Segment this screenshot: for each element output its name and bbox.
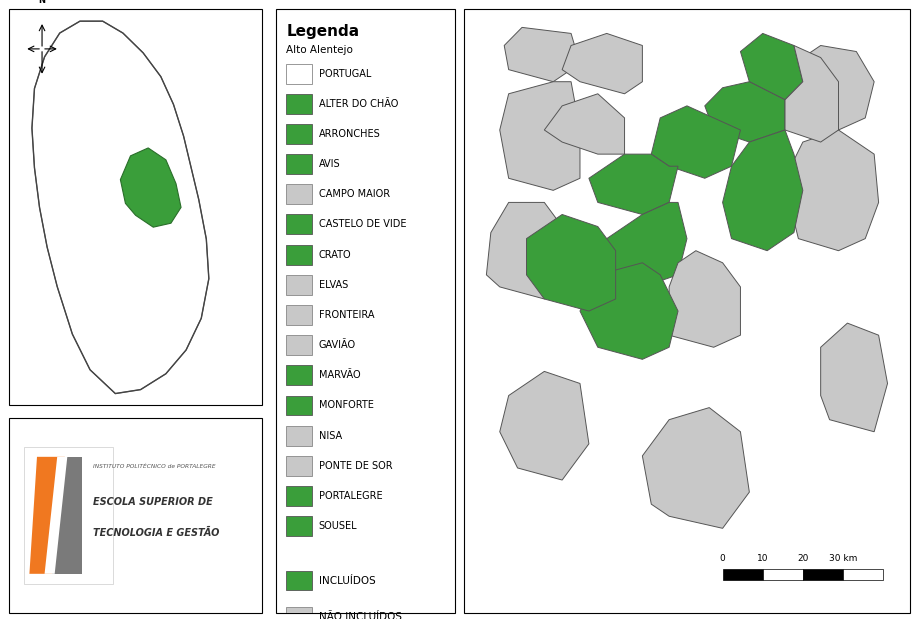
- Text: N: N: [39, 0, 46, 6]
- Text: PONTE DE SOR: PONTE DE SOR: [319, 461, 392, 471]
- Text: Legenda: Legenda: [287, 24, 359, 40]
- Bar: [287, 64, 312, 84]
- Polygon shape: [527, 214, 616, 311]
- Bar: [287, 426, 312, 446]
- Text: ESCOLA SUPERIOR DE: ESCOLA SUPERIOR DE: [93, 496, 212, 507]
- Text: 20: 20: [797, 554, 809, 563]
- Polygon shape: [669, 251, 741, 347]
- Text: CASTELO DE VIDE: CASTELO DE VIDE: [319, 220, 406, 230]
- Text: ALTER DO CHÃO: ALTER DO CHÃO: [319, 99, 398, 109]
- Text: ARRONCHES: ARRONCHES: [319, 129, 380, 139]
- Polygon shape: [505, 27, 580, 82]
- Polygon shape: [705, 82, 785, 142]
- Bar: [287, 93, 312, 114]
- Polygon shape: [589, 154, 678, 214]
- Text: CRATO: CRATO: [319, 249, 351, 259]
- Text: INCLUÍDOS: INCLUÍDOS: [319, 576, 376, 586]
- Text: CAMPO MAIOR: CAMPO MAIOR: [319, 189, 390, 199]
- Text: NÃO INCLUÍDOS: NÃO INCLUÍDOS: [319, 612, 402, 619]
- Polygon shape: [544, 93, 625, 154]
- Polygon shape: [120, 148, 181, 227]
- Polygon shape: [45, 457, 67, 574]
- Text: Alto Alentejo: Alto Alentejo: [287, 45, 353, 56]
- Bar: [287, 184, 312, 204]
- Text: 10: 10: [757, 554, 768, 563]
- Text: AVIS: AVIS: [319, 159, 340, 169]
- Bar: [287, 214, 312, 235]
- Polygon shape: [642, 407, 749, 528]
- Bar: [287, 456, 312, 476]
- Polygon shape: [32, 21, 209, 394]
- Bar: [722, 569, 763, 579]
- Polygon shape: [29, 457, 64, 574]
- Bar: [287, 607, 312, 619]
- Polygon shape: [486, 202, 562, 299]
- Bar: [287, 516, 312, 536]
- Polygon shape: [741, 33, 803, 100]
- Text: 30 km: 30 km: [829, 554, 857, 563]
- Bar: [287, 275, 312, 295]
- Bar: [287, 154, 312, 174]
- Bar: [287, 335, 312, 355]
- Text: FRONTEIRA: FRONTEIRA: [319, 310, 374, 320]
- Text: PORTALEGRE: PORTALEGRE: [319, 491, 382, 501]
- Polygon shape: [821, 323, 888, 432]
- Polygon shape: [722, 130, 803, 251]
- Bar: [803, 569, 843, 579]
- Polygon shape: [500, 82, 580, 191]
- Bar: [287, 124, 312, 144]
- Bar: [287, 571, 312, 591]
- Bar: [287, 245, 312, 264]
- Bar: [25, 447, 113, 584]
- Text: NISA: NISA: [319, 431, 342, 441]
- Text: 0: 0: [720, 554, 725, 563]
- Text: PORTUGAL: PORTUGAL: [319, 69, 371, 79]
- Text: MARVÃO: MARVÃO: [319, 370, 360, 380]
- Polygon shape: [562, 33, 642, 93]
- Bar: [763, 569, 803, 579]
- Polygon shape: [52, 457, 83, 574]
- Polygon shape: [580, 262, 678, 359]
- Text: GAVIÃO: GAVIÃO: [319, 340, 356, 350]
- Bar: [287, 396, 312, 415]
- Polygon shape: [500, 371, 589, 480]
- Polygon shape: [785, 130, 879, 251]
- Polygon shape: [785, 45, 838, 142]
- Bar: [287, 486, 312, 506]
- Text: INSTITUTO POLITÉCNICO de PORTALEGRE: INSTITUTO POLITÉCNICO de PORTALEGRE: [93, 464, 215, 469]
- Polygon shape: [597, 202, 687, 287]
- Bar: [287, 305, 312, 325]
- Text: MONFORTE: MONFORTE: [319, 400, 374, 410]
- Polygon shape: [652, 106, 741, 178]
- Bar: [287, 365, 312, 385]
- Text: ELVAS: ELVAS: [319, 280, 348, 290]
- Polygon shape: [794, 45, 874, 130]
- Text: SOUSEL: SOUSEL: [319, 521, 357, 531]
- Bar: [843, 569, 883, 579]
- Text: TECNOLOGIA E GESTÃO: TECNOLOGIA E GESTÃO: [93, 528, 219, 538]
